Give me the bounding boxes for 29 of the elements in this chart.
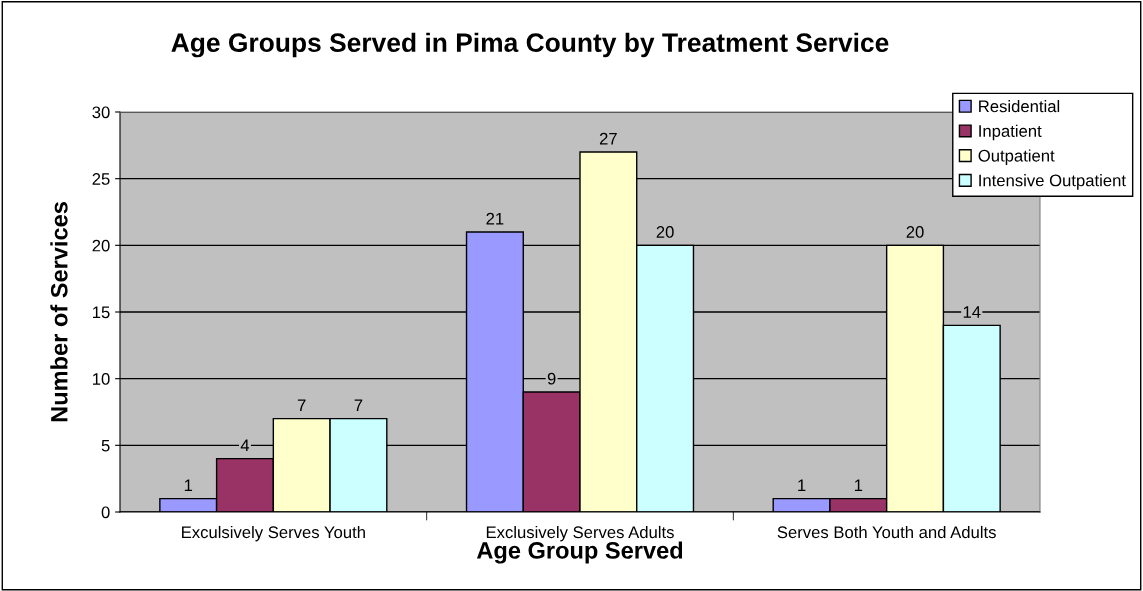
data-label: 20: [906, 226, 924, 238]
y-tick-label: 30: [92, 106, 110, 119]
x-tick-label: Exculsively Serves Youth: [182, 525, 365, 542]
x-tick-label: Exclusively Serves Adults: [486, 525, 674, 542]
y-tick-label: 0: [101, 506, 110, 519]
y-axis-title: Number of Services: [50, 202, 68, 422]
legend-label: Outpatient: [978, 149, 1055, 165]
data-label: 1: [184, 479, 193, 492]
data-label: 1: [854, 479, 863, 492]
legend-label: Intensive Outpatient: [979, 174, 1126, 190]
data-label: 27: [599, 132, 617, 145]
legend-label: Inpatient: [979, 124, 1042, 141]
data-label: 4: [240, 439, 250, 452]
data-label: 21: [486, 212, 504, 225]
data-label: 7: [354, 399, 363, 412]
data-label: 9: [547, 372, 556, 385]
y-tick-label: 20: [92, 239, 110, 252]
x-tick-label: Serves Both Youth and Adults: [777, 525, 996, 539]
y-tick-label: 5: [101, 439, 110, 452]
legend-label: Residential: [979, 100, 1060, 113]
y-tick-label: 10: [93, 373, 110, 385]
data-label: 14: [963, 306, 981, 318]
data-label: 20: [656, 226, 674, 238]
data-label: 1: [798, 479, 806, 492]
y-tick-label: 25: [92, 173, 110, 185]
data-label: 7: [297, 399, 306, 412]
x-axis-title: Age Group Served: [476, 541, 683, 564]
chart-title: Age Groups Served in Pima County by Treatment Service: [171, 32, 889, 58]
y-tick-label: 15: [93, 306, 110, 319]
